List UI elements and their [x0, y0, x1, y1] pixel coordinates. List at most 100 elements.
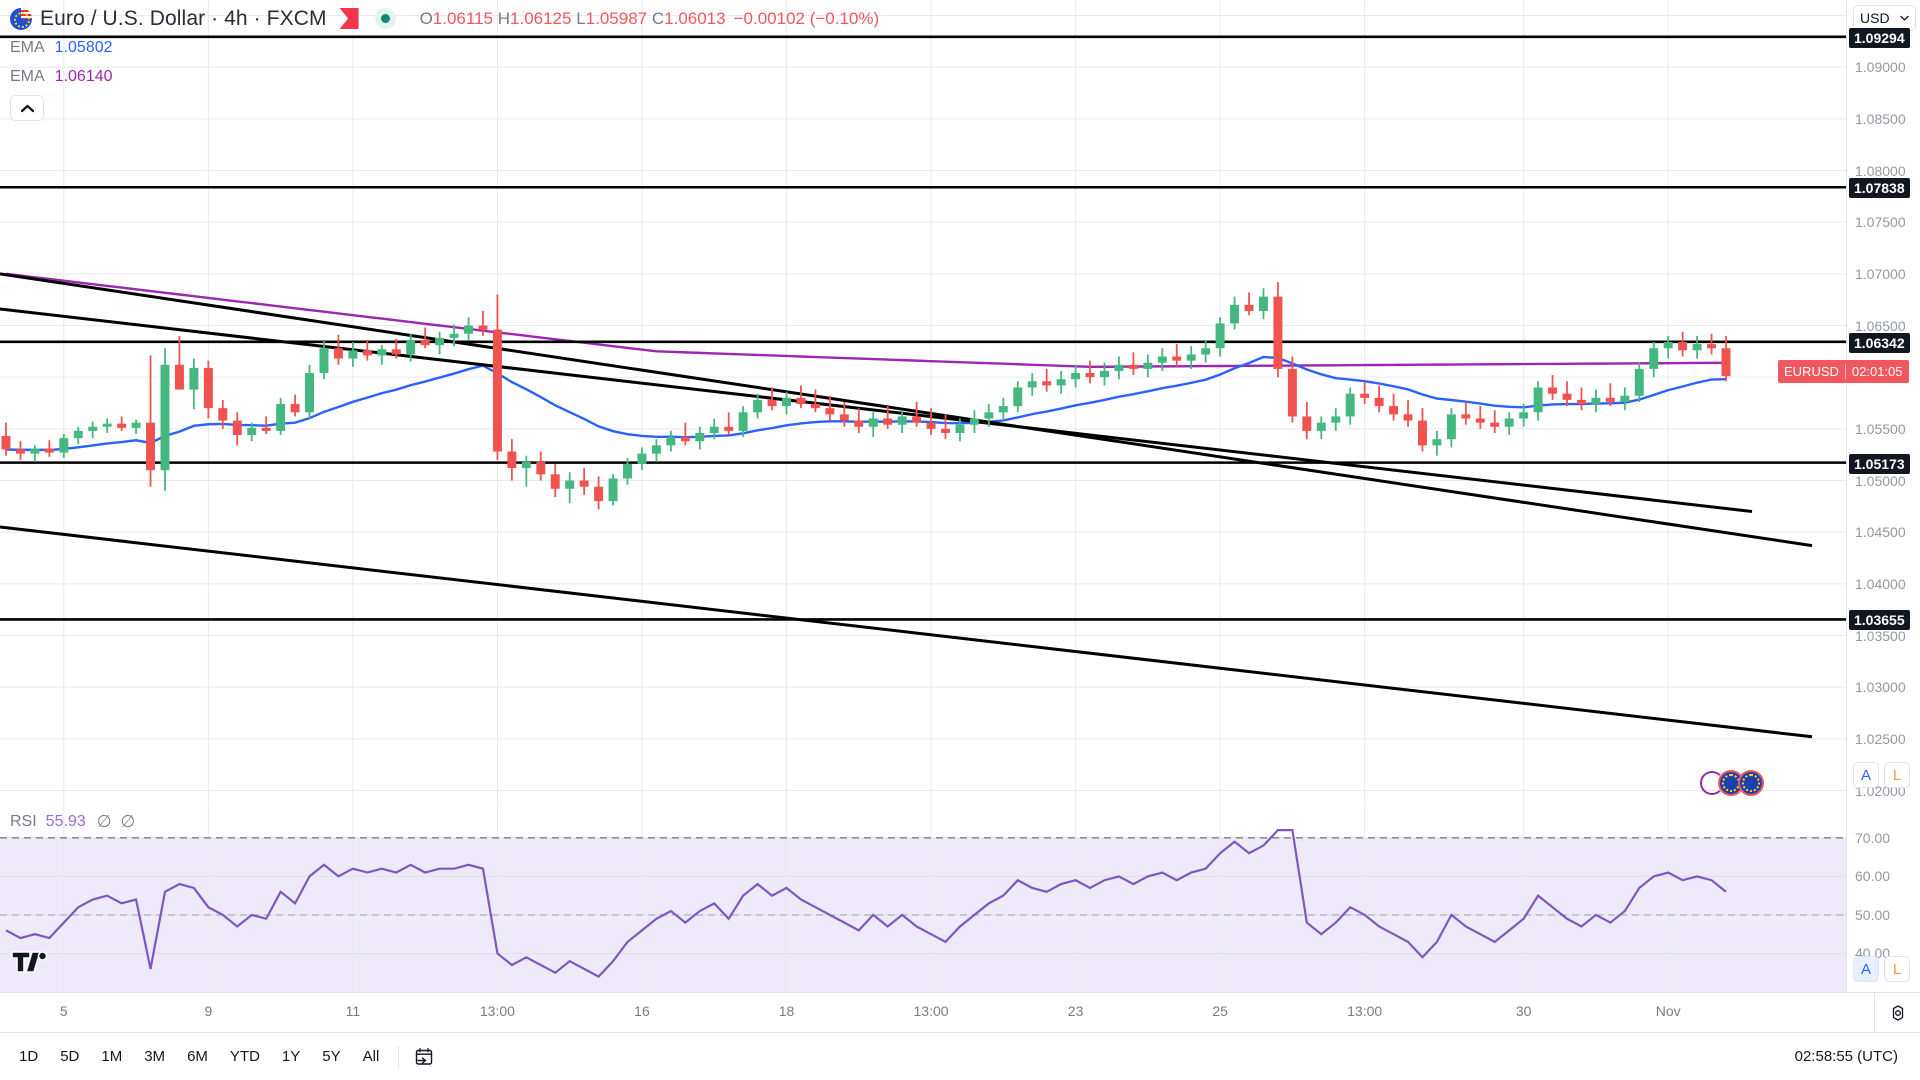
rsi-chart-svg: [0, 807, 1846, 992]
tradingview-logo: [10, 948, 50, 981]
ohlc-high-value: 1.06125: [510, 8, 572, 28]
ema-fast-value: 1.05802: [54, 38, 113, 56]
price-tick: 1.04000: [1855, 575, 1906, 592]
rsi-na-1: ∅: [96, 812, 112, 831]
ema-fast-label: EMA: [10, 38, 45, 56]
rsi-legend[interactable]: RSI 55.93 ∅ ∅: [10, 812, 144, 832]
timeframe-button-1y[interactable]: 1Y: [273, 1044, 309, 1069]
time-tick: 9: [204, 1003, 213, 1019]
price-tick: 1.09000: [1855, 59, 1906, 76]
price-tick: 1.02500: [1855, 730, 1906, 747]
ohlc-values: O1.06115 H1.06125 L1.05987 C1.06013 −0.00…: [420, 9, 880, 29]
time-tick: Nov: [1655, 1003, 1681, 1019]
red-flag-icon[interactable]: [339, 8, 359, 29]
gear-icon[interactable]: [1874, 993, 1920, 1032]
price-pane[interactable]: [0, 0, 1846, 806]
rsi-value: 55.93: [45, 813, 86, 830]
price-level-tag[interactable]: 1.06342: [1849, 332, 1910, 353]
eu-economic-event-icon[interactable]: [1738, 770, 1764, 796]
ohlc-high-label: H: [497, 8, 511, 28]
currency-label: USD: [1860, 10, 1890, 26]
time-tick: 11: [345, 1003, 361, 1019]
chevron-up-icon[interactable]: [10, 95, 44, 121]
price-tick: 1.03500: [1855, 627, 1906, 644]
live-tag-divider: [1844, 364, 1846, 379]
live-tag-countdown: 02:01:05: [1851, 364, 1903, 379]
price-tick: 1.08000: [1855, 162, 1906, 179]
price-chart-svg: [0, 0, 1846, 806]
time-tick: 13:00: [479, 1003, 515, 1019]
time-tick: 23: [1067, 1003, 1084, 1019]
price-tick: 1.05500: [1855, 420, 1906, 437]
rsi-pane[interactable]: [0, 807, 1846, 992]
symbol-legend-row[interactable]: Euro / U.S. Dollar · 4h · FXCM O1.06115 …: [10, 4, 879, 33]
time-tick: 30: [1515, 1003, 1532, 1019]
timeframe-button-ytd[interactable]: YTD: [221, 1044, 269, 1069]
price-auto-scale-button[interactable]: A: [1853, 762, 1879, 788]
price-level-tag[interactable]: 1.03655: [1849, 610, 1910, 631]
rsi-tick: 60.00: [1855, 868, 1891, 885]
timeframe-button-all[interactable]: All: [354, 1044, 389, 1069]
currency-select[interactable]: USD: [1853, 5, 1916, 31]
rsi-tick: 50.00: [1855, 906, 1891, 923]
time-tick: 13:00: [913, 1003, 949, 1019]
time-tick: 25: [1212, 1003, 1228, 1019]
rsi-label: RSI: [10, 813, 37, 830]
price-level-tag[interactable]: 1.05173: [1849, 453, 1910, 474]
event-arc-icon: [1700, 771, 1724, 795]
rsi-tick: 70.00: [1855, 829, 1891, 846]
utc-clock: 02:58:55 (UTC): [1794, 1048, 1898, 1065]
ema-slow-value: 1.06140: [54, 67, 113, 85]
timeframe-button-6m[interactable]: 6M: [178, 1044, 217, 1069]
price-tick: 1.05000: [1855, 472, 1906, 489]
chart-legend: Euro / U.S. Dollar · 4h · FXCM O1.06115 …: [10, 4, 879, 121]
indicator-legend-ema-slow[interactable]: EMA 1.06140: [10, 62, 879, 91]
timeframe-button-5y[interactable]: 5Y: [313, 1044, 349, 1069]
rsi-log-scale-button[interactable]: L: [1884, 956, 1910, 982]
live-price-tag[interactable]: EURUSD 02:01:05: [1778, 360, 1909, 383]
page-title[interactable]: Euro / U.S. Dollar · 4h · FXCM: [40, 6, 327, 30]
ohlc-close-label: C: [651, 8, 665, 28]
eurusd-flag-icon: [10, 7, 32, 30]
price-scale-buttons[interactable]: A L: [1853, 762, 1910, 788]
live-tag-symbol: EURUSD: [1784, 364, 1839, 379]
timeframe-button-1d[interactable]: 1D: [10, 1044, 47, 1069]
rsi-na-2: ∅: [120, 812, 136, 831]
time-tick: 13:00: [1347, 1003, 1383, 1019]
ema-slow-label: EMA: [10, 67, 45, 85]
toolbar-divider: [398, 1045, 400, 1068]
price-level-tag[interactable]: 1.09294: [1849, 27, 1910, 48]
price-tick: 1.08500: [1855, 110, 1906, 127]
time-scale[interactable]: 5 9 11 13:00 16 18 13:00 23 25 13:00 30 Nov: [0, 992, 1920, 1032]
price-tick: 1.06500: [1855, 317, 1906, 334]
timeframe-button-1m[interactable]: 1M: [92, 1044, 131, 1069]
price-tick: 1.03000: [1855, 679, 1906, 696]
indicator-legend-ema-fast[interactable]: EMA 1.05802: [10, 33, 879, 62]
ohlc-low-value: 1.05987: [585, 8, 648, 28]
price-level-tag[interactable]: 1.07838: [1849, 178, 1910, 199]
price-tick: 1.07500: [1855, 214, 1906, 231]
ohlc-low-label: L: [576, 8, 586, 28]
ohlc-close-value: 1.06013: [664, 8, 726, 28]
economic-event-markers[interactable]: [1700, 770, 1764, 796]
timeframe-buttons[interactable]: 1D 5D 1M 3M 6M YTD 1Y 5Y All: [8, 1044, 390, 1069]
time-tick: 18: [778, 1003, 795, 1019]
rsi-auto-scale-button[interactable]: A: [1853, 956, 1879, 982]
price-scale[interactable]: USD 1.09000 1.08500 1.08000 1.07500 1.07000 1…: [1846, 0, 1920, 1025]
timeframe-button-5d[interactable]: 5D: [51, 1044, 88, 1069]
time-tick: 5: [59, 1003, 68, 1019]
timeframe-button-3m[interactable]: 3M: [135, 1044, 174, 1069]
chart-area[interactable]: [0, 0, 1846, 1025]
ohlc-change: −0.00102 (−0.10%): [733, 8, 880, 28]
chevron-down-icon: [1900, 15, 1909, 21]
ohlc-open-label: O: [419, 8, 433, 28]
price-tick: 1.07000: [1855, 265, 1906, 282]
bottom-toolbar[interactable]: 1D 5D 1M 3M 6M YTD 1Y 5Y All 02:58:55 (UTC): [0, 1032, 1920, 1080]
market-open-dot-icon[interactable]: [374, 8, 396, 29]
calendar-goto-icon[interactable]: [407, 1042, 441, 1072]
rsi-scale-buttons[interactable]: A L: [1853, 956, 1910, 982]
price-log-scale-button[interactable]: L: [1884, 762, 1910, 788]
time-tick: 16: [634, 1003, 650, 1019]
price-tick: 1.04500: [1855, 524, 1906, 541]
